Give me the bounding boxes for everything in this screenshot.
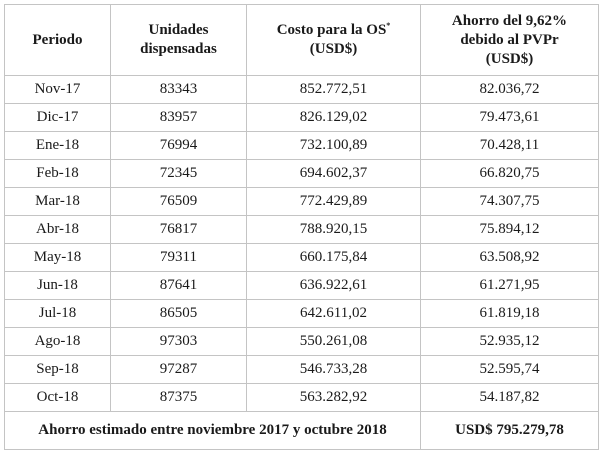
cell-costo: 636.922,61 xyxy=(246,271,421,300)
cell-ahorro: 75.894,12 xyxy=(420,215,599,244)
cell-costo: 732.100,89 xyxy=(246,131,421,160)
cell-periodo: Dic-17 xyxy=(4,103,111,132)
table-row: Ago-18 97303 550.261,08 52.935,12 xyxy=(4,327,599,356)
cell-periodo: Ago-18 xyxy=(4,327,111,356)
cell-unidades: 72345 xyxy=(110,159,247,188)
cell-unidades: 76817 xyxy=(110,215,247,244)
cell-ahorro: 54.187,82 xyxy=(420,383,599,412)
footer-total: USD$ 795.279,78 xyxy=(420,411,599,450)
cell-unidades: 76994 xyxy=(110,131,247,160)
table-row: Jul-18 86505 642.611,02 61.819,18 xyxy=(4,299,599,328)
cell-periodo: Jun-18 xyxy=(4,271,111,300)
header-ahorro-line2: debido al PVPr xyxy=(460,31,559,48)
table-row: Ene-18 76994 732.100,89 70.428,11 xyxy=(4,131,599,160)
cell-ahorro: 52.935,12 xyxy=(420,327,599,356)
cell-periodo: Oct-18 xyxy=(4,383,111,412)
cell-unidades: 83343 xyxy=(110,75,247,104)
footnote-marker: * xyxy=(386,21,391,30)
cell-periodo: Ene-18 xyxy=(4,131,111,160)
cell-ahorro: 74.307,75 xyxy=(420,187,599,216)
table-row: Feb-18 72345 694.602,37 66.820,75 xyxy=(4,159,599,188)
cell-unidades: 79311 xyxy=(110,243,247,272)
cell-unidades: 86505 xyxy=(110,299,247,328)
table-row: Mar-18 76509 772.429,89 74.307,75 xyxy=(4,187,599,216)
header-unidades-line1: Unidades xyxy=(148,22,209,38)
cell-costo: 788.920,15 xyxy=(246,215,421,244)
table-row: Nov-17 83343 852.772,51 82.036,72 xyxy=(4,75,599,104)
cell-ahorro: 82.036,72 xyxy=(420,75,599,104)
footer-label: Ahorro estimado entre noviembre 2017 y o… xyxy=(4,411,421,450)
cell-costo: 546.733,28 xyxy=(246,355,421,384)
cell-unidades: 83957 xyxy=(110,103,247,132)
header-unidades: Unidades dispensadas xyxy=(110,4,247,76)
cell-periodo: Nov-17 xyxy=(4,75,111,104)
cell-costo: 642.611,02 xyxy=(246,299,421,328)
cell-costo: 852.772,51 xyxy=(246,75,421,104)
header-ahorro: Ahorro del 9,62% debido al PVPr (USD$) xyxy=(420,4,599,76)
cell-periodo: May-18 xyxy=(4,243,111,272)
header-costo: Costo para la OS* (USD$) xyxy=(246,4,421,76)
table-row: Abr-18 76817 788.920,15 75.894,12 xyxy=(4,215,599,244)
cell-ahorro: 63.508,92 xyxy=(420,243,599,272)
table-row: Oct-18 87375 563.282,92 54.187,82 xyxy=(4,383,599,412)
cell-ahorro: 66.820,75 xyxy=(420,159,599,188)
cell-unidades: 97287 xyxy=(110,355,247,384)
header-unidades-line2: dispensadas xyxy=(140,41,217,57)
table-row: Sep-18 97287 546.733,28 52.595,74 xyxy=(4,355,599,384)
cell-costo: 826.129,02 xyxy=(246,103,421,132)
cell-costo: 694.602,37 xyxy=(246,159,421,188)
cell-ahorro: 52.595,74 xyxy=(420,355,599,384)
savings-table: Periodo Unidades dispensadas Costo para … xyxy=(4,4,599,450)
cell-ahorro: 70.428,11 xyxy=(420,131,599,160)
cell-costo: 772.429,89 xyxy=(246,187,421,216)
cell-costo: 550.261,08 xyxy=(246,327,421,356)
cell-unidades: 87641 xyxy=(110,271,247,300)
cell-periodo: Jul-18 xyxy=(4,299,111,328)
cell-periodo: Sep-18 xyxy=(4,355,111,384)
cell-unidades: 97303 xyxy=(110,327,247,356)
cell-costo: 563.282,92 xyxy=(246,383,421,412)
cell-ahorro: 61.271,95 xyxy=(420,271,599,300)
header-costo-line2: (USD$) xyxy=(309,41,358,57)
header-row: Periodo Unidades dispensadas Costo para … xyxy=(4,4,599,76)
cell-ahorro: 61.819,18 xyxy=(420,299,599,328)
cell-periodo: Feb-18 xyxy=(4,159,111,188)
table-row: May-18 79311 660.175,84 63.508,92 xyxy=(4,243,599,272)
table-row: Jun-18 87641 636.922,61 61.271,95 xyxy=(4,271,599,300)
header-ahorro-line3: (USD$) xyxy=(485,50,534,67)
cell-costo: 660.175,84 xyxy=(246,243,421,272)
header-ahorro-line1: Ahorro del 9,62% xyxy=(451,12,568,29)
footer-row: Ahorro estimado entre noviembre 2017 y o… xyxy=(4,411,599,450)
cell-periodo: Mar-18 xyxy=(4,187,111,216)
cell-unidades: 87375 xyxy=(110,383,247,412)
cell-unidades: 76509 xyxy=(110,187,247,216)
header-costo-line1: Costo para la OS xyxy=(276,22,387,38)
table-row: Dic-17 83957 826.129,02 79.473,61 xyxy=(4,103,599,132)
cell-periodo: Abr-18 xyxy=(4,215,111,244)
cell-ahorro: 79.473,61 xyxy=(420,103,599,132)
header-periodo: Periodo xyxy=(4,4,111,76)
